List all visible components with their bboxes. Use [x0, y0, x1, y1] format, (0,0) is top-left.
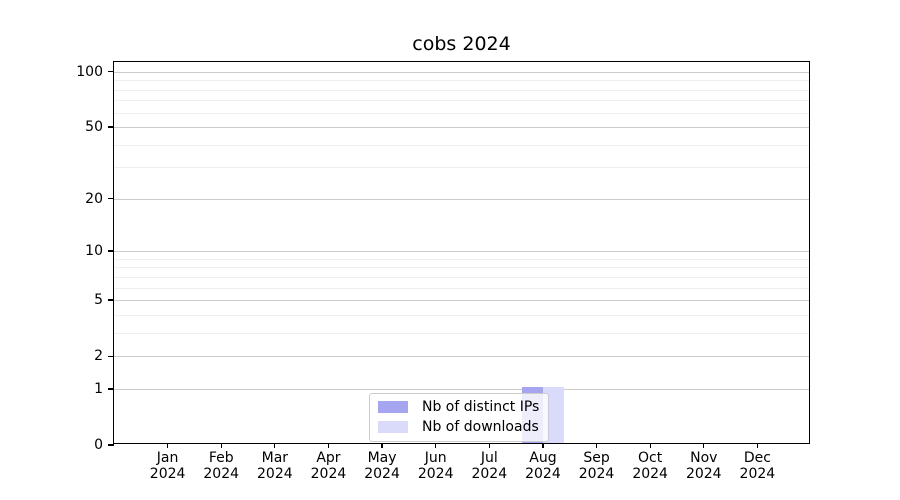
x-tick-label: May 2024 — [364, 450, 400, 482]
distinct-ips-swatch — [378, 401, 408, 413]
x-tick-mark — [649, 443, 651, 448]
y-tick-label: 100 — [76, 63, 103, 80]
x-tick-mark — [274, 443, 276, 448]
gridline-minor — [114, 112, 809, 114]
x-tick-label: Mar 2024 — [257, 450, 293, 482]
gridline-minor — [114, 100, 809, 102]
gridline-major — [114, 300, 809, 302]
y-tick-label: 5 — [94, 292, 103, 309]
gridline-minor — [114, 167, 809, 169]
plot-area: 0 1 2 5 10 20 50 100 Jan 2024 Feb 2024 Mar 2024 Ap… — [76, 61, 810, 482]
x-tick-mark — [435, 443, 437, 448]
gridline-minor — [114, 267, 809, 269]
y-tick-label: 20 — [85, 190, 103, 207]
gridline-major — [114, 198, 809, 200]
x-tick-label: Aug 2024 — [525, 450, 561, 482]
y-tick-label: 1 — [94, 380, 103, 397]
x-tick-mark — [220, 443, 222, 448]
x-tick-mark — [703, 443, 705, 448]
y-tick-label: 0 — [94, 437, 103, 453]
x-tick-label: Apr 2024 — [310, 450, 347, 482]
x-tick-label: Jul 2024 — [471, 450, 508, 482]
gridline-minor — [114, 276, 809, 278]
gridline-minor — [114, 258, 809, 260]
y-tick-mark — [108, 444, 114, 446]
y-tick-mark — [108, 250, 114, 252]
gridline-minor — [114, 332, 809, 334]
y-tick-mark — [108, 71, 114, 73]
x-tick-label: Dec 2024 — [739, 450, 776, 482]
x-tick-label: Feb 2024 — [203, 450, 240, 482]
x-tick-mark — [595, 443, 598, 448]
x-tick-label: Sep 2024 — [578, 450, 615, 482]
gridline-major — [114, 251, 809, 253]
x-tick-label: Nov 2024 — [685, 450, 722, 482]
gridline-minor — [114, 287, 809, 289]
x-tick-mark — [488, 443, 490, 448]
gridline-minor — [114, 144, 809, 146]
x-tick-mark — [327, 443, 330, 448]
y-tick-mark — [108, 355, 114, 357]
y-tick-mark — [108, 198, 114, 200]
y-tick-label: 50 — [85, 119, 103, 136]
gridline-major — [114, 356, 809, 358]
x-tick-mark — [381, 443, 383, 448]
y-tick-mark — [108, 388, 114, 390]
downloads-swatch — [378, 421, 408, 433]
x-tick-label: Jun 2024 — [417, 450, 454, 482]
y-tick-label: 10 — [85, 243, 103, 260]
x-tick-mark — [166, 443, 169, 448]
x-tick-label: Jan 2024 — [149, 450, 186, 482]
y-tick-mark — [108, 126, 114, 128]
y-tick-label: 2 — [94, 348, 103, 365]
legend-item-downloads: Nb of downloads — [378, 418, 539, 436]
gridline-minor — [114, 89, 809, 91]
legend-label: Nb of downloads — [422, 419, 539, 435]
gridline-major — [114, 127, 809, 129]
x-tick-label: Oct 2024 — [632, 450, 668, 482]
y-tick-mark — [108, 299, 114, 301]
chart-title: cobs 2024 — [412, 33, 511, 55]
x-tick-mark — [756, 443, 759, 448]
gridline-minor — [114, 314, 809, 316]
x-tick-mark — [542, 443, 544, 448]
legend-label: Nb of distinct IPs — [422, 399, 540, 415]
gridline-major — [114, 71, 809, 73]
gridline-major — [114, 388, 809, 390]
legend-item-distinct-ips: Nb of distinct IPs — [378, 398, 539, 416]
legend: Nb of distinct IPs Nb of downloads — [369, 393, 550, 442]
gridline-minor — [114, 80, 809, 82]
